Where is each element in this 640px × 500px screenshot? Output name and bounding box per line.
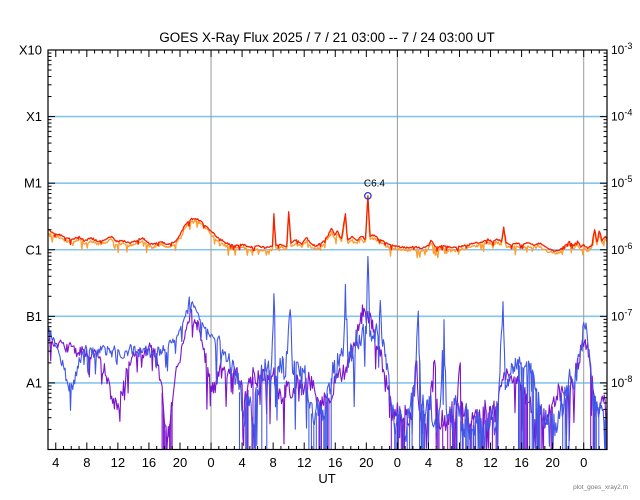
axis-labels-layer: 4 8 12 16 20 0 4 8 12 16 20 0 4 8 12 16 20 0 X10 X1 M1 C1 B1 A1… — [19, 41, 633, 470]
chart-title: GOES X-Ray Flux 2025 / 7 / 21 03:00 -- 7… — [159, 30, 494, 45]
x-tick-label: 20 — [359, 455, 373, 470]
x-tick-label: 20 — [173, 455, 187, 470]
y-right-tick-label: 10-5 — [611, 174, 632, 190]
axes-layer — [47, 49, 608, 451]
flare-annotation-label: C6.4 — [364, 178, 386, 189]
x-tick-label: 0 — [580, 455, 587, 470]
series-orange-trace — [47, 198, 608, 259]
dropout-lines-blue-trace — [238, 360, 607, 450]
y-right-tick-label: 10-6 — [611, 241, 632, 257]
y-right-tick-label: 10-4 — [611, 108, 632, 124]
y-left-tick-label: B1 — [26, 309, 42, 324]
data-series-layer — [47, 195, 608, 450]
x-tick-label: 20 — [545, 455, 559, 470]
x-tick-label: 8 — [83, 455, 90, 470]
series-red-trace — [47, 195, 608, 252]
x-tick-label: 4 — [425, 455, 432, 470]
x-tick-label: 16 — [142, 455, 156, 470]
x-tick-label: 8 — [270, 455, 277, 470]
y-right-tick-label: 10-8 — [611, 374, 632, 390]
x-tick-label: 12 — [297, 455, 311, 470]
annotation-layer: C6.4 — [364, 178, 386, 200]
gridlines-layer — [48, 50, 607, 450]
y-left-tick-label: X1 — [26, 109, 42, 124]
x-tick-label: 4 — [52, 455, 59, 470]
y-right-tick-label: 10-3 — [611, 41, 632, 57]
series-blue-trace — [47, 255, 608, 449]
y-left-tick-label: X10 — [19, 43, 42, 58]
x-tick-label: 12 — [111, 455, 125, 470]
y-right-tick-label: 10-7 — [611, 307, 632, 323]
x-tick-label: 16 — [514, 455, 528, 470]
y-left-tick-label: M1 — [24, 176, 42, 191]
x-tick-label: 0 — [207, 455, 214, 470]
y-left-tick-label: C1 — [25, 242, 42, 257]
script-watermark: plot_goes_xray2.m — [573, 484, 628, 491]
x-tick-label: 12 — [483, 455, 497, 470]
x-tick-label: 0 — [394, 455, 401, 470]
x-tick-label: 16 — [328, 455, 342, 470]
x-axis-unit-label: UT — [318, 471, 335, 486]
y-left-tick-label: A1 — [26, 375, 42, 390]
x-tick-label: 8 — [456, 455, 463, 470]
x-tick-label: 4 — [238, 455, 245, 470]
flare-marker-icon — [364, 191, 372, 200]
